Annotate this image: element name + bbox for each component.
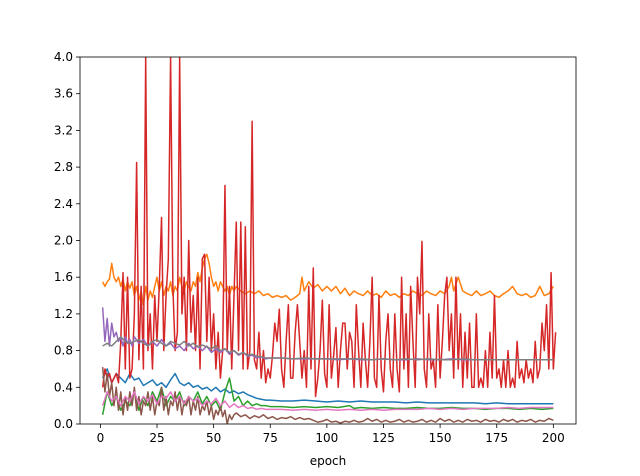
y-tick-label: 2.4 [54, 197, 73, 211]
y-tick-label: 1.6 [54, 270, 73, 284]
y-tick-label: 0.4 [54, 380, 73, 394]
x-tick-label: 25 [149, 431, 164, 445]
series-line-6 [101, 367, 554, 424]
y-tick-label: 3.2 [54, 123, 73, 137]
y-tick-label: 2.0 [54, 234, 73, 248]
x-tick-label: 50 [206, 431, 221, 445]
x-tick-label: 100 [315, 431, 338, 445]
series-line-8 [102, 336, 554, 361]
tick-layer: 0 25 50 75 100 125 150 175 200 0.0 0.4 0.8 1.2 1.6 2.0… [54, 50, 565, 445]
series-line-2 [101, 253, 554, 306]
series-line-4 [101, 57, 557, 398]
series-line-7 [101, 391, 554, 411]
series-layer [101, 57, 557, 424]
x-axis-label: epoch [310, 454, 347, 468]
y-tick-label: 2.8 [54, 160, 73, 174]
x-tick-label: 150 [429, 431, 452, 445]
y-tick-label: 3.6 [54, 87, 73, 101]
x-tick-label: 0 [97, 431, 105, 445]
x-tick-label: 200 [542, 431, 565, 445]
y-tick-label: 4.0 [54, 50, 73, 64]
y-tick-label: 1.2 [54, 307, 73, 321]
series-line-1 [101, 368, 554, 405]
x-tick-label: 125 [372, 431, 395, 445]
x-tick-label: 75 [263, 431, 278, 445]
y-tick-label: 0.8 [54, 344, 73, 358]
x-tick-label: 175 [485, 431, 508, 445]
y-tick-label: 0.0 [54, 417, 73, 431]
